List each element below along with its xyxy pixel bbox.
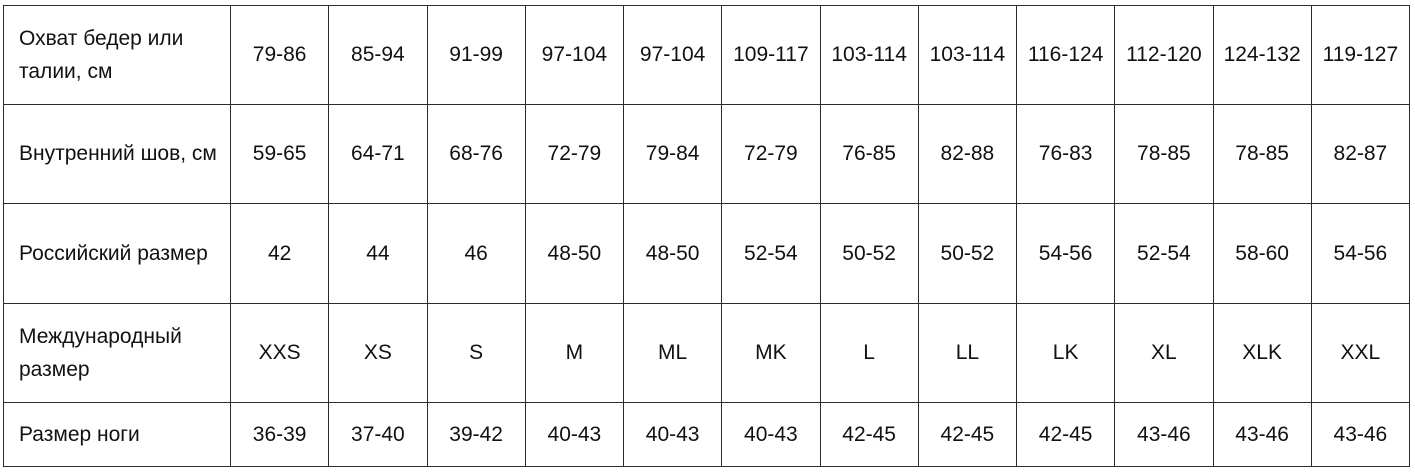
table-row: Российский размер 42 44 46 48-50 48-50 52-54 50… <box>3 202 1411 304</box>
table-cell: 39-42 <box>426 402 526 467</box>
row-header: Охват бедер или талии, см <box>3 5 231 105</box>
table-cell: 116-124 <box>1015 5 1116 105</box>
table-cell: 42-45 <box>819 402 919 467</box>
table-cell: 79-86 <box>229 5 330 105</box>
table-cell: XLK <box>1212 302 1312 404</box>
table-cell: 97-104 <box>622 5 723 105</box>
table-cell: 97-104 <box>524 5 625 105</box>
table-cell: 76-85 <box>819 103 919 204</box>
table-cell: LL <box>917 302 1018 404</box>
table-cell: 44 <box>328 202 428 304</box>
table-cell: 48-50 <box>622 202 723 304</box>
row-header: Российский размер <box>3 202 231 304</box>
table-cell: 36-39 <box>229 402 330 467</box>
row-header: Международный размер <box>3 302 231 404</box>
table-cell: M <box>524 302 625 404</box>
table-cell: 103-114 <box>819 5 919 105</box>
table-cell: MK <box>721 302 821 404</box>
table-cell: 82-87 <box>1310 103 1411 204</box>
table-row: Внутренний шов, см 59-65 64-71 68-76 72-79 79… <box>3 103 1411 204</box>
table-cell: 37-40 <box>328 402 428 467</box>
table-cell: 42-45 <box>1015 402 1116 467</box>
row-header: Внутренний шов, см <box>3 103 231 204</box>
table-cell: S <box>426 302 526 404</box>
table-cell: 52-54 <box>721 202 821 304</box>
table-cell: 52-54 <box>1114 202 1214 304</box>
table-cell: 48-50 <box>524 202 625 304</box>
table-cell: ML <box>622 302 723 404</box>
table-cell: 76-83 <box>1015 103 1116 204</box>
table-cell: XS <box>328 302 428 404</box>
table-cell: XL <box>1114 302 1214 404</box>
table-cell: 42 <box>229 202 330 304</box>
table-cell: 43-46 <box>1114 402 1214 467</box>
table-cell: XXS <box>229 302 330 404</box>
table-cell: 85-94 <box>328 5 428 105</box>
table-cell: 59-65 <box>229 103 330 204</box>
table-cell: 103-114 <box>917 5 1018 105</box>
table-cell: 109-117 <box>721 5 821 105</box>
table-row: Охват бедер или талии, см 79-86 85-94 91-99… <box>3 5 1411 105</box>
table-cell: 43-46 <box>1310 402 1411 467</box>
table-cell: 112-120 <box>1114 5 1214 105</box>
table-cell: 40-43 <box>721 402 821 467</box>
table-cell: 42-45 <box>917 402 1018 467</box>
table-cell: 124-132 <box>1212 5 1312 105</box>
table-cell: 58-60 <box>1212 202 1312 304</box>
row-header: Размер ноги <box>3 402 231 467</box>
table-cell: 82-88 <box>917 103 1018 204</box>
table-cell: 78-85 <box>1114 103 1214 204</box>
table-cell: 54-56 <box>1310 202 1411 304</box>
table-cell: 79-84 <box>622 103 723 204</box>
table-row: Размер ноги 36-39 37-40 39-42 40-43 40-43 40-4… <box>3 402 1411 467</box>
table-cell: 50-52 <box>819 202 919 304</box>
table-cell: 46 <box>426 202 526 304</box>
table-cell: 78-85 <box>1212 103 1312 204</box>
table-cell: 91-99 <box>426 5 526 105</box>
table-cell: XXL <box>1310 302 1411 404</box>
table-cell: 64-71 <box>328 103 428 204</box>
table-cell: 54-56 <box>1015 202 1116 304</box>
table-cell: 68-76 <box>426 103 526 204</box>
table-cell: 72-79 <box>524 103 625 204</box>
table-cell: 119-127 <box>1310 5 1411 105</box>
table-row: Международный размер XXS XS S M ML MK L LL LK XL XL… <box>3 302 1411 404</box>
table-cell: 43-46 <box>1212 402 1312 467</box>
table-cell: L <box>819 302 919 404</box>
table-cell: 40-43 <box>622 402 723 467</box>
table-cell: 50-52 <box>917 202 1018 304</box>
table-cell: 72-79 <box>721 103 821 204</box>
table-cell: LK <box>1015 302 1116 404</box>
size-chart-table: Охват бедер или талии, см 79-86 85-94 91-99… <box>3 5 1411 467</box>
table-cell: 40-43 <box>524 402 625 467</box>
